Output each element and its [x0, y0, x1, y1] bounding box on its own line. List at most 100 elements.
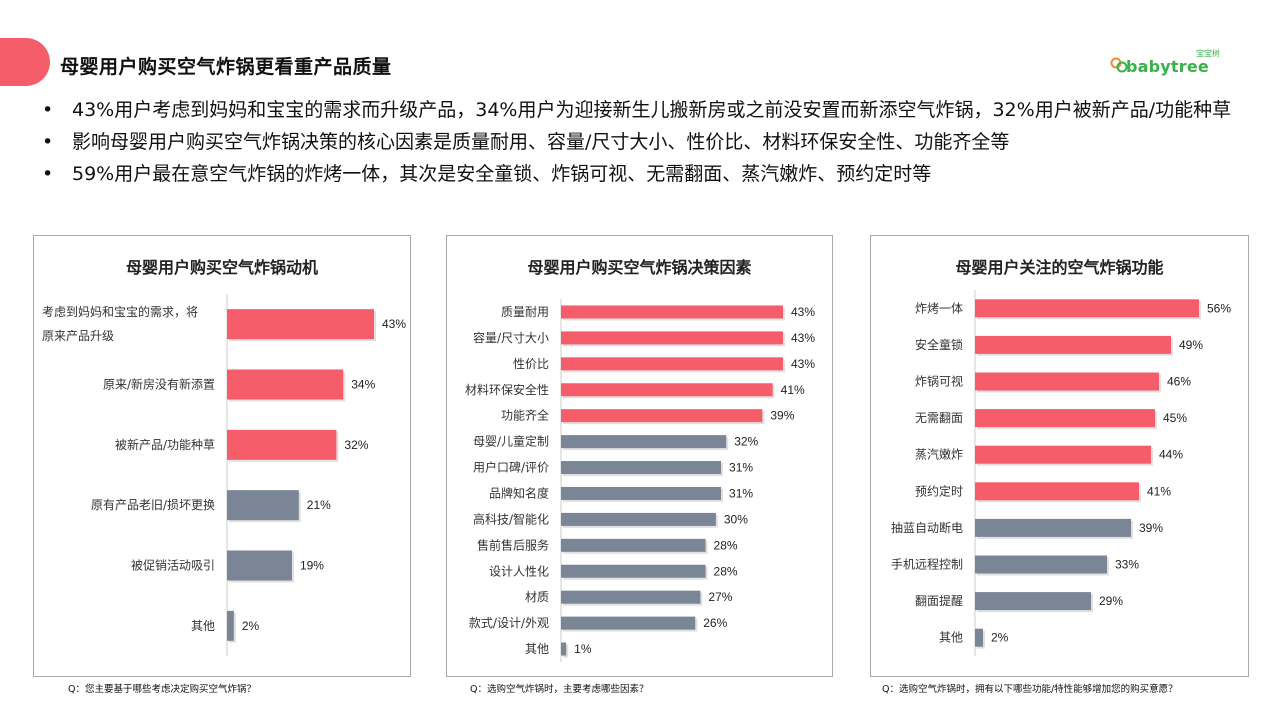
category-label: 质量耐用 [501, 305, 549, 319]
bar-0 [227, 309, 374, 340]
motivation-bar-chart: 43% 考虑到妈妈和宝宝的需求，将原来产品升级 34% 原来/新房没有新添置 32% 被新… [42, 294, 406, 656]
value-label: 26% [703, 616, 727, 630]
bar-3 [227, 490, 299, 521]
bar-10 [561, 564, 706, 578]
bar-9 [561, 538, 706, 552]
bullet-item: • 43%用户考虑到妈妈和宝宝的需求而升级产品，34%用户为迎接新生儿搬新房或之前… [42, 99, 1232, 121]
category-label: 手机远程控制 [891, 557, 963, 572]
bar-1 [227, 369, 344, 400]
category-label: 其他 [939, 631, 963, 645]
value-label: 43% [791, 305, 815, 319]
bar-2 [227, 429, 337, 460]
category-label: 售前售后服务 [477, 537, 549, 552]
bar-8 [561, 512, 716, 526]
bar-11 [561, 590, 701, 604]
category-label: 品牌知名度 [489, 485, 549, 500]
value-label: 34% [351, 378, 375, 392]
value-label: 31% [729, 461, 753, 475]
bar-4 [561, 409, 763, 423]
value-label: 45% [1163, 411, 1187, 425]
bar-0 [975, 299, 1199, 318]
bar-1 [561, 331, 783, 345]
bar-6 [561, 461, 722, 475]
category-label: 原有产品老旧/损坏更换 [91, 498, 215, 512]
value-label: 39% [770, 409, 794, 423]
bar-5 [227, 610, 234, 641]
bar-3 [975, 409, 1155, 428]
chart-title: 母婴用户购买空气炸锅决策因素 [527, 258, 752, 277]
value-label: 43% [791, 331, 815, 345]
summary-bullets: • 43%用户考虑到妈妈和宝宝的需求而升级产品，34%用户为迎接新生儿搬新房或之前… [42, 96, 1242, 192]
bar-6 [975, 518, 1131, 537]
value-label: 39% [1139, 521, 1163, 535]
category-label: 其他 [191, 619, 215, 633]
category-label: 无需翻面 [915, 411, 963, 425]
value-label: 2% [991, 631, 1009, 645]
value-label: 19% [300, 559, 324, 573]
decision-factors-chart-panel: 母婴用户购买空气炸锅决策因素 43% 质量耐用 43% 容量/尺寸大小 43% 性价比 41… [446, 235, 833, 677]
bar-12 [561, 616, 696, 630]
bar-7 [561, 486, 722, 500]
category-label: 款式/设计/外观 [469, 616, 549, 630]
category-label: 性价比 [513, 357, 549, 371]
category-label: 蒸汽嫩炸 [915, 447, 963, 462]
category-label: 功能齐全 [501, 408, 549, 423]
value-label: 33% [1115, 558, 1139, 572]
bar-1 [975, 335, 1171, 354]
value-label: 32% [344, 438, 368, 452]
category-label: 炸烤一体 [915, 300, 963, 315]
logo-cn: 宝宝树 [1196, 49, 1220, 58]
question-note-motivation: Q：您主要基于哪些考虑决定购买空气炸锅？ [68, 684, 256, 695]
bar-3 [561, 383, 773, 397]
category-label: 材料环保安全性 [465, 382, 549, 397]
value-label: 56% [1207, 301, 1231, 315]
category-label: 安全童锁 [915, 337, 963, 352]
category-label: 其他 [525, 642, 549, 656]
value-label: 32% [734, 435, 758, 449]
value-label: 28% [714, 564, 738, 578]
category-label: 容量/尺寸大小 [473, 330, 549, 345]
logo-text: babytree [1126, 57, 1209, 76]
question-note-factors: Q：选购空气炸锅时，主要考虑哪些因素？ [470, 684, 649, 695]
value-label: 31% [729, 486, 753, 500]
bar-0 [561, 305, 783, 319]
bullet-item: • 59%用户最在意空气炸锅的炸烤一体，其次是安全童锁、炸锅可视、无需翻面、蒸汽嫩… [42, 163, 932, 185]
bullet-text: 影响母婴用户购买空气炸锅决策的核心因素是质量耐用、容量/尺寸大小、性价比、材料环… [72, 131, 1010, 153]
bar-4 [975, 445, 1151, 464]
value-label: 1% [574, 642, 592, 656]
value-label: 29% [1099, 594, 1123, 608]
value-label: 49% [1179, 338, 1203, 352]
question-note-features: Q：选购空气炸锅时，拥有以下哪些功能/特性能够增加您的购买意愿？ [882, 684, 1178, 695]
category-label: 材质 [525, 590, 549, 604]
bar-5 [975, 482, 1139, 501]
page-title: 母婴用户购买空气炸锅更看重产品质量 [60, 56, 392, 78]
babytree-logo: babytree 宝宝树 [1110, 48, 1220, 78]
value-label: 43% [382, 317, 406, 331]
bar-9 [975, 628, 983, 647]
title-accent-tab [0, 38, 50, 86]
value-label: 46% [1167, 375, 1191, 389]
chart-title: 母婴用户关注的空气炸锅功能 [955, 258, 1164, 277]
value-label: 41% [1147, 484, 1171, 498]
bar-13 [561, 642, 567, 656]
category-label: 抽蓝自动断电 [891, 520, 963, 535]
category-label: 考虑到妈妈和宝宝的需求，将原来产品升级 [42, 304, 198, 343]
category-label: 炸锅可视 [915, 374, 963, 389]
bar-2 [975, 372, 1159, 391]
category-label: 被促销活动吸引 [131, 559, 215, 573]
value-label: 43% [791, 357, 815, 371]
decision-factors-bar-chart: 43% 质量耐用 43% 容量/尺寸大小 43% 性价比 41% 材料环保安全性 39% 功能齐全… [465, 299, 815, 662]
bullet-text: 59%用户最在意空气炸锅的炸烤一体，其次是安全童锁、炸锅可视、无需翻面、蒸汽嫩炸… [72, 163, 932, 185]
value-label: 27% [708, 590, 732, 604]
category-label: 高科技/智能化 [473, 511, 549, 526]
features-bar-chart: 56% 炸烤一体 49% 安全童锁 46% 炸锅可视 45% 无需翻面 44% 蒸汽嫩炸 41% 预约… [891, 290, 1231, 656]
features-chart-panel: 母婴用户关注的空气炸锅功能 56% 炸烤一体 49% 安全童锁 46% 炸锅可视 45% 无需… [870, 235, 1249, 677]
bar-2 [561, 357, 783, 371]
category-label: 被新产品/功能种草 [115, 437, 215, 452]
value-label: 41% [781, 383, 805, 397]
category-label: 母婴/儿童定制 [473, 434, 549, 449]
category-label: 预约定时 [915, 483, 963, 498]
bullet-item: • 影响母婴用户购买空气炸锅决策的核心因素是质量耐用、容量/尺寸大小、性价比、材料… [42, 131, 1010, 153]
bar-5 [561, 435, 727, 449]
bullet-text: 43%用户考虑到妈妈和宝宝的需求而升级产品，34%用户为迎接新生儿搬新房或之前没… [72, 99, 1232, 121]
